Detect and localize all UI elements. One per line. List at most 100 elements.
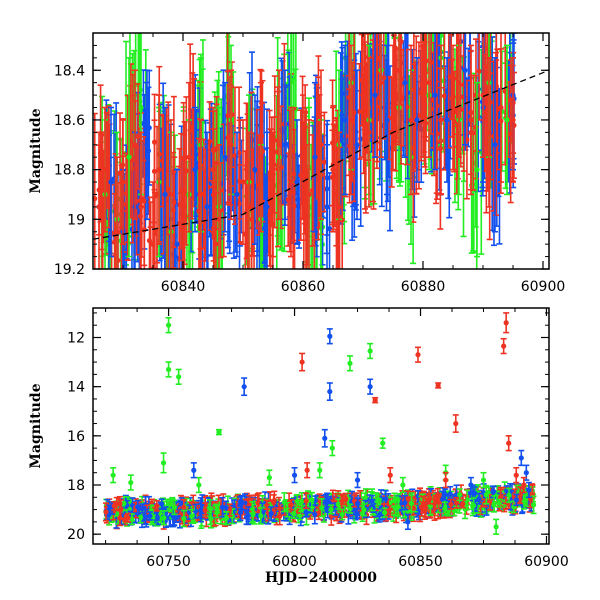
series-point [228, 69, 234, 221]
series-point [144, 69, 150, 221]
top-panel: 60840 60860 60880 60900 18.4 18.6 18.8 19 19.2 M… [28, 32, 565, 295]
series-point [93, 112, 98, 269]
data-point [141, 198, 147, 204]
series-point [180, 156, 186, 269]
series-point [176, 165, 183, 269]
series-point [450, 44, 456, 171]
data-point [191, 140, 197, 146]
data-point [267, 219, 273, 225]
series-point [318, 69, 324, 221]
data-point [291, 171, 297, 177]
series-point [380, 33, 387, 140]
data-point [336, 204, 342, 210]
bottom-plot-area [102, 312, 537, 535]
data-point [473, 124, 479, 130]
y-tick-label: 19 [67, 212, 85, 228]
y-tick-label: 18.8 [54, 163, 85, 179]
series-point [312, 81, 318, 233]
data-point [222, 154, 228, 160]
data-point [258, 154, 264, 160]
data-point [150, 241, 156, 247]
series-point [354, 69, 360, 221]
data-point [270, 191, 276, 198]
data-point [112, 239, 118, 245]
data-point [304, 219, 310, 225]
data-point [392, 53, 398, 59]
x-tick-label: 60840 [161, 279, 206, 295]
data-point [144, 142, 150, 148]
series-point [168, 119, 174, 269]
series-point [360, 33, 366, 159]
data-point [249, 216, 255, 222]
data-point [108, 179, 114, 185]
series-point [150, 181, 156, 269]
data-point [216, 216, 222, 222]
data-point [426, 80, 432, 86]
data-point [174, 241, 180, 247]
data-point [438, 117, 444, 123]
series-point [330, 106, 336, 233]
series-point [432, 33, 438, 171]
data-point [264, 204, 270, 210]
data-point [441, 93, 448, 99]
data-point [348, 117, 354, 123]
data-point [170, 207, 176, 213]
top-plot-frame [92, 32, 550, 270]
data-point [428, 59, 434, 65]
series-point [306, 119, 312, 269]
data-point [468, 117, 474, 123]
data-point [366, 129, 372, 135]
data-point [151, 139, 158, 145]
series-point [474, 81, 480, 258]
data-point [102, 167, 108, 173]
data-point [180, 216, 186, 222]
data-point [378, 80, 384, 86]
series-point [174, 168, 180, 269]
data-point [318, 142, 324, 148]
data-point [381, 75, 387, 81]
data-point [288, 179, 294, 185]
series-point [423, 33, 430, 142]
data-point [312, 154, 318, 160]
series-point [476, 33, 483, 121]
series-point [438, 44, 444, 196]
data-point [114, 229, 120, 235]
data-point [351, 110, 357, 116]
series-point [141, 136, 148, 267]
data-point [483, 140, 489, 146]
data-point [402, 80, 408, 86]
data-point [242, 231, 248, 237]
data-point [198, 191, 204, 198]
data-point [172, 270, 177, 275]
data-point [138, 104, 144, 111]
series-point [396, 33, 402, 146]
series-point [186, 81, 192, 233]
data-point [390, 104, 396, 111]
data-point [462, 67, 468, 73]
series-point [444, 57, 450, 183]
data-point [276, 142, 282, 148]
series-point [132, 69, 138, 221]
series-point [414, 57, 420, 183]
data-point [294, 179, 300, 185]
series-point [102, 106, 108, 233]
series-point [246, 131, 252, 269]
data-point [205, 184, 211, 190]
data-point [115, 257, 121, 264]
series-point [498, 33, 504, 183]
data-point [372, 92, 378, 98]
series-point [396, 33, 403, 106]
series-point [206, 101, 213, 182]
data-point [396, 67, 402, 73]
data-point [120, 179, 126, 185]
data-point [132, 142, 138, 148]
data-point [165, 186, 171, 192]
data-point [117, 170, 123, 176]
data-point [252, 167, 258, 173]
y-tick-label: 18.4 [54, 63, 85, 79]
data-point [192, 167, 198, 173]
data-point [207, 138, 213, 144]
data-point [511, 122, 517, 128]
data-point [282, 142, 288, 148]
series-point [372, 33, 378, 159]
